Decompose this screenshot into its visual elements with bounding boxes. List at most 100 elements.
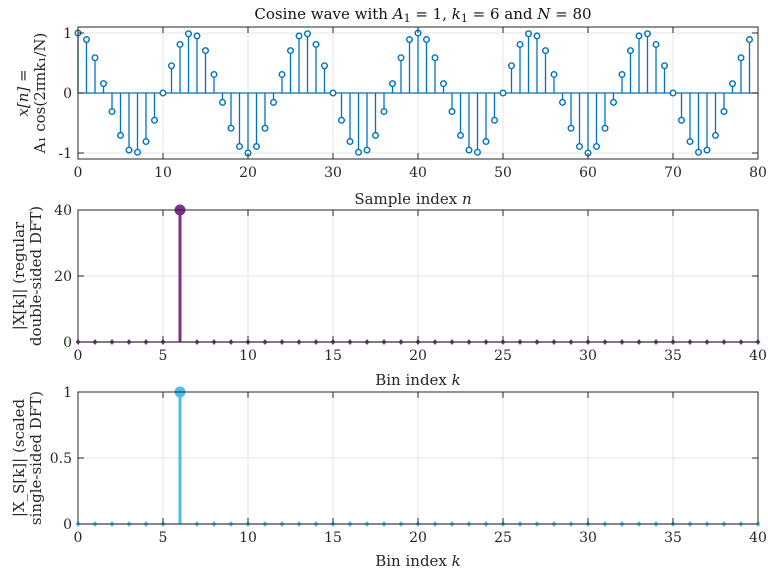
- stem-marker: [720, 108, 728, 116]
- stem-marker: [712, 131, 720, 139]
- stem-marker: [312, 40, 320, 48]
- stem-marker: [184, 30, 192, 38]
- stem-marker: [159, 89, 167, 97]
- x-tick-label: 5: [159, 348, 168, 364]
- stem-marker: [423, 36, 431, 44]
- y-axis-label-1b: A₁ cos(2πnk₁/N): [31, 33, 49, 155]
- stem-marker: [499, 89, 507, 97]
- stem-marker: [746, 36, 754, 44]
- stem-marker: [678, 116, 686, 124]
- stem-marker: [397, 54, 405, 62]
- stem-marker: [491, 116, 499, 124]
- stem-marker: [516, 40, 524, 48]
- x-tick-label: 35: [664, 530, 682, 546]
- x-tick-label: 60: [579, 165, 597, 181]
- x-tick-label: 25: [494, 530, 512, 546]
- xticks-1: 0 10 20 30 40 50 60 70 80: [74, 27, 767, 181]
- stem-marker: [482, 138, 490, 146]
- y-tick-label: 1: [63, 385, 72, 401]
- stems-1: [74, 29, 758, 157]
- chart-title: Cosine wave with A1 = 1, k1 = 6 and N = …: [254, 5, 591, 25]
- y-tick-label: 0: [63, 517, 72, 533]
- stem-marker: [363, 146, 371, 154]
- stem-marker: [235, 142, 243, 150]
- x-tick-label: 15: [324, 530, 342, 546]
- y-axis-label-3b: single-sided DFT): [27, 391, 45, 525]
- stem-marker: [355, 148, 363, 156]
- x-tick-label: 5: [159, 530, 168, 546]
- xticks-3: 0 5 10 15 20 25 30 35 40: [74, 392, 767, 546]
- stem-marker: [201, 47, 209, 55]
- yticks-3: 00.51: [50, 385, 758, 533]
- stem-marker: [440, 80, 448, 88]
- stem-marker: [210, 70, 218, 78]
- x-tick-label: 20: [409, 348, 427, 364]
- y-tick-label: 40: [54, 203, 72, 219]
- stem-marker: [406, 36, 414, 44]
- y-tick-label: 1: [63, 26, 72, 42]
- stem-marker: [703, 146, 711, 154]
- x-axis-label-1: Sample index n: [354, 190, 471, 208]
- stem-marker: [525, 30, 533, 38]
- x-tick-label: 70: [664, 165, 682, 181]
- stem-marker: [218, 98, 226, 106]
- stem-marker: [142, 138, 150, 146]
- stem-marker: [321, 62, 329, 70]
- stem-marker: [508, 62, 516, 70]
- stem-marker: [644, 30, 652, 38]
- y-tick-label: -1: [58, 146, 72, 162]
- panel-double-sided-dft: 0 5 10 15 20 25 30 35 40 0 20 40 Bin index k |X[k]…: [10, 203, 767, 389]
- stem-marker: [618, 70, 626, 78]
- stem-marker: [278, 70, 286, 78]
- x-tick-label: 40: [409, 165, 427, 181]
- x-tick-label: 20: [239, 165, 257, 181]
- stem-marker: [601, 124, 609, 132]
- stem-marker: [82, 36, 90, 44]
- x-tick-label: 50: [494, 165, 512, 181]
- stem-marker: [372, 131, 380, 139]
- stem-marker: [167, 62, 175, 70]
- x-tick-label: 40: [749, 530, 767, 546]
- stem-marker: [99, 80, 107, 88]
- stem-marker: [533, 32, 541, 40]
- x-tick-label: 10: [154, 165, 172, 181]
- y-tick-label: 0: [63, 86, 72, 102]
- y-axis-label-2b: double-sided DFT): [27, 206, 45, 346]
- stem-marker: [448, 108, 456, 116]
- x-tick-label: 30: [324, 165, 342, 181]
- x-tick-label: 15: [324, 348, 342, 364]
- yticks-1: -1 0 1: [58, 26, 758, 162]
- stem-marker: [346, 138, 354, 146]
- stem-marker: [108, 108, 116, 116]
- x-tick-label: 0: [74, 530, 83, 546]
- stem-marker: [652, 40, 660, 48]
- y-axis-label-2a: |X[k]| (regular: [10, 221, 28, 330]
- stem-marker: [287, 47, 295, 55]
- stem-marker: [661, 62, 669, 70]
- stem-marker: [380, 108, 388, 116]
- stem-marker: [270, 98, 278, 106]
- y-tick-label: 0: [63, 335, 72, 351]
- x-tick-label: 0: [74, 348, 83, 364]
- stem-marker: [686, 138, 694, 146]
- stem-marker: [193, 32, 201, 40]
- stem-marker: [695, 148, 703, 156]
- stem-marker: [610, 98, 618, 106]
- y-tick-label: 20: [54, 269, 72, 285]
- stem-marker: [304, 30, 312, 38]
- x-axis-label-2: Bin index k: [375, 371, 461, 389]
- stem-marker: [550, 70, 558, 78]
- stem-marker: [457, 131, 465, 139]
- stem-marker: [465, 146, 473, 154]
- stem-marker: [227, 124, 235, 132]
- stem-marker: [559, 98, 567, 106]
- y-axis-label-3a: |X_S[k]| (scaled: [10, 398, 28, 517]
- x-axis-label-3: Bin index k: [375, 552, 461, 570]
- stem-marker: [474, 148, 482, 156]
- y-tick-label: 0.5: [50, 451, 72, 467]
- yticks-2: 0 20 40: [54, 203, 758, 351]
- stem-marker: [116, 131, 124, 139]
- x-tick-label: 40: [749, 348, 767, 364]
- x-tick-label: 80: [749, 165, 767, 181]
